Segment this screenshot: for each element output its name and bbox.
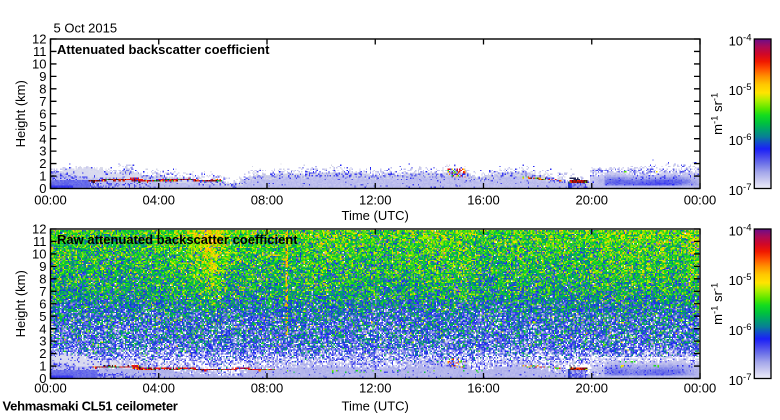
svg-text:3: 3 <box>39 144 46 159</box>
svg-text:m-1 sr-1: m-1 sr-1 <box>710 93 726 135</box>
svg-text:12: 12 <box>32 222 46 237</box>
svg-text:6: 6 <box>39 106 46 121</box>
svg-text:16:00: 16:00 <box>467 193 500 208</box>
svg-text:10-6: 10-6 <box>729 132 752 148</box>
svg-text:12: 12 <box>32 32 46 47</box>
svg-text:08:00: 08:00 <box>251 381 284 396</box>
svg-text:8: 8 <box>39 81 46 96</box>
svg-text:Height (km): Height (km) <box>13 270 28 337</box>
svg-text:1: 1 <box>39 359 46 374</box>
svg-text:00:00: 00:00 <box>684 381 717 396</box>
svg-text:11: 11 <box>33 234 47 249</box>
svg-text:10-7: 10-7 <box>729 182 752 198</box>
svg-text:Height (km): Height (km) <box>13 80 28 147</box>
svg-text:5: 5 <box>39 309 46 324</box>
svg-text:9: 9 <box>39 259 46 274</box>
svg-text:3: 3 <box>39 334 46 349</box>
svg-text:20:00: 20:00 <box>575 193 608 208</box>
svg-text:10-5: 10-5 <box>729 82 752 98</box>
svg-text:12:00: 12:00 <box>359 381 392 396</box>
svg-text:8: 8 <box>39 271 46 286</box>
svg-text:Attenuated backscatter coeffic: Attenuated backscatter coefficient <box>57 42 270 57</box>
svg-text:7: 7 <box>39 284 46 299</box>
svg-text:2: 2 <box>39 346 46 361</box>
svg-text:Time (UTC): Time (UTC) <box>341 399 408 414</box>
svg-text:11: 11 <box>33 44 47 59</box>
svg-text:1: 1 <box>39 169 46 184</box>
svg-text:10-5: 10-5 <box>729 272 752 288</box>
svg-text:4: 4 <box>39 321 46 336</box>
svg-text:9: 9 <box>39 69 46 84</box>
svg-text:Vehmasmaki CL51 ceilometer: Vehmasmaki CL51 ceilometer <box>3 399 178 414</box>
svg-text:00:00: 00:00 <box>34 381 67 396</box>
svg-text:0: 0 <box>39 371 46 386</box>
svg-text:20:00: 20:00 <box>575 381 608 396</box>
svg-text:00:00: 00:00 <box>34 193 67 208</box>
svg-text:5 Oct 2015: 5 Oct 2015 <box>54 21 118 36</box>
svg-text:10-4: 10-4 <box>729 222 752 238</box>
svg-text:10: 10 <box>32 247 46 262</box>
svg-text:04:00: 04:00 <box>142 193 175 208</box>
svg-text:Time (UTC): Time (UTC) <box>341 208 408 223</box>
svg-text:00:00: 00:00 <box>684 193 717 208</box>
svg-text:10-6: 10-6 <box>729 322 752 338</box>
svg-text:7: 7 <box>39 94 46 109</box>
svg-text:10: 10 <box>32 57 46 72</box>
svg-text:04:00: 04:00 <box>142 381 175 396</box>
svg-text:0: 0 <box>39 181 46 196</box>
svg-text:2: 2 <box>39 156 46 171</box>
svg-text:10-7: 10-7 <box>729 372 752 388</box>
svg-text:12:00: 12:00 <box>359 193 392 208</box>
svg-text:Raw attenuated backscatter coe: Raw attenuated backscatter coefficient <box>57 232 298 247</box>
svg-text:6: 6 <box>39 296 46 311</box>
svg-text:10-4: 10-4 <box>729 32 752 48</box>
svg-text:m-1 sr-1: m-1 sr-1 <box>710 283 726 325</box>
svg-text:16:00: 16:00 <box>467 381 500 396</box>
svg-text:5: 5 <box>39 119 46 134</box>
svg-text:08:00: 08:00 <box>251 193 284 208</box>
svg-text:4: 4 <box>39 131 46 146</box>
